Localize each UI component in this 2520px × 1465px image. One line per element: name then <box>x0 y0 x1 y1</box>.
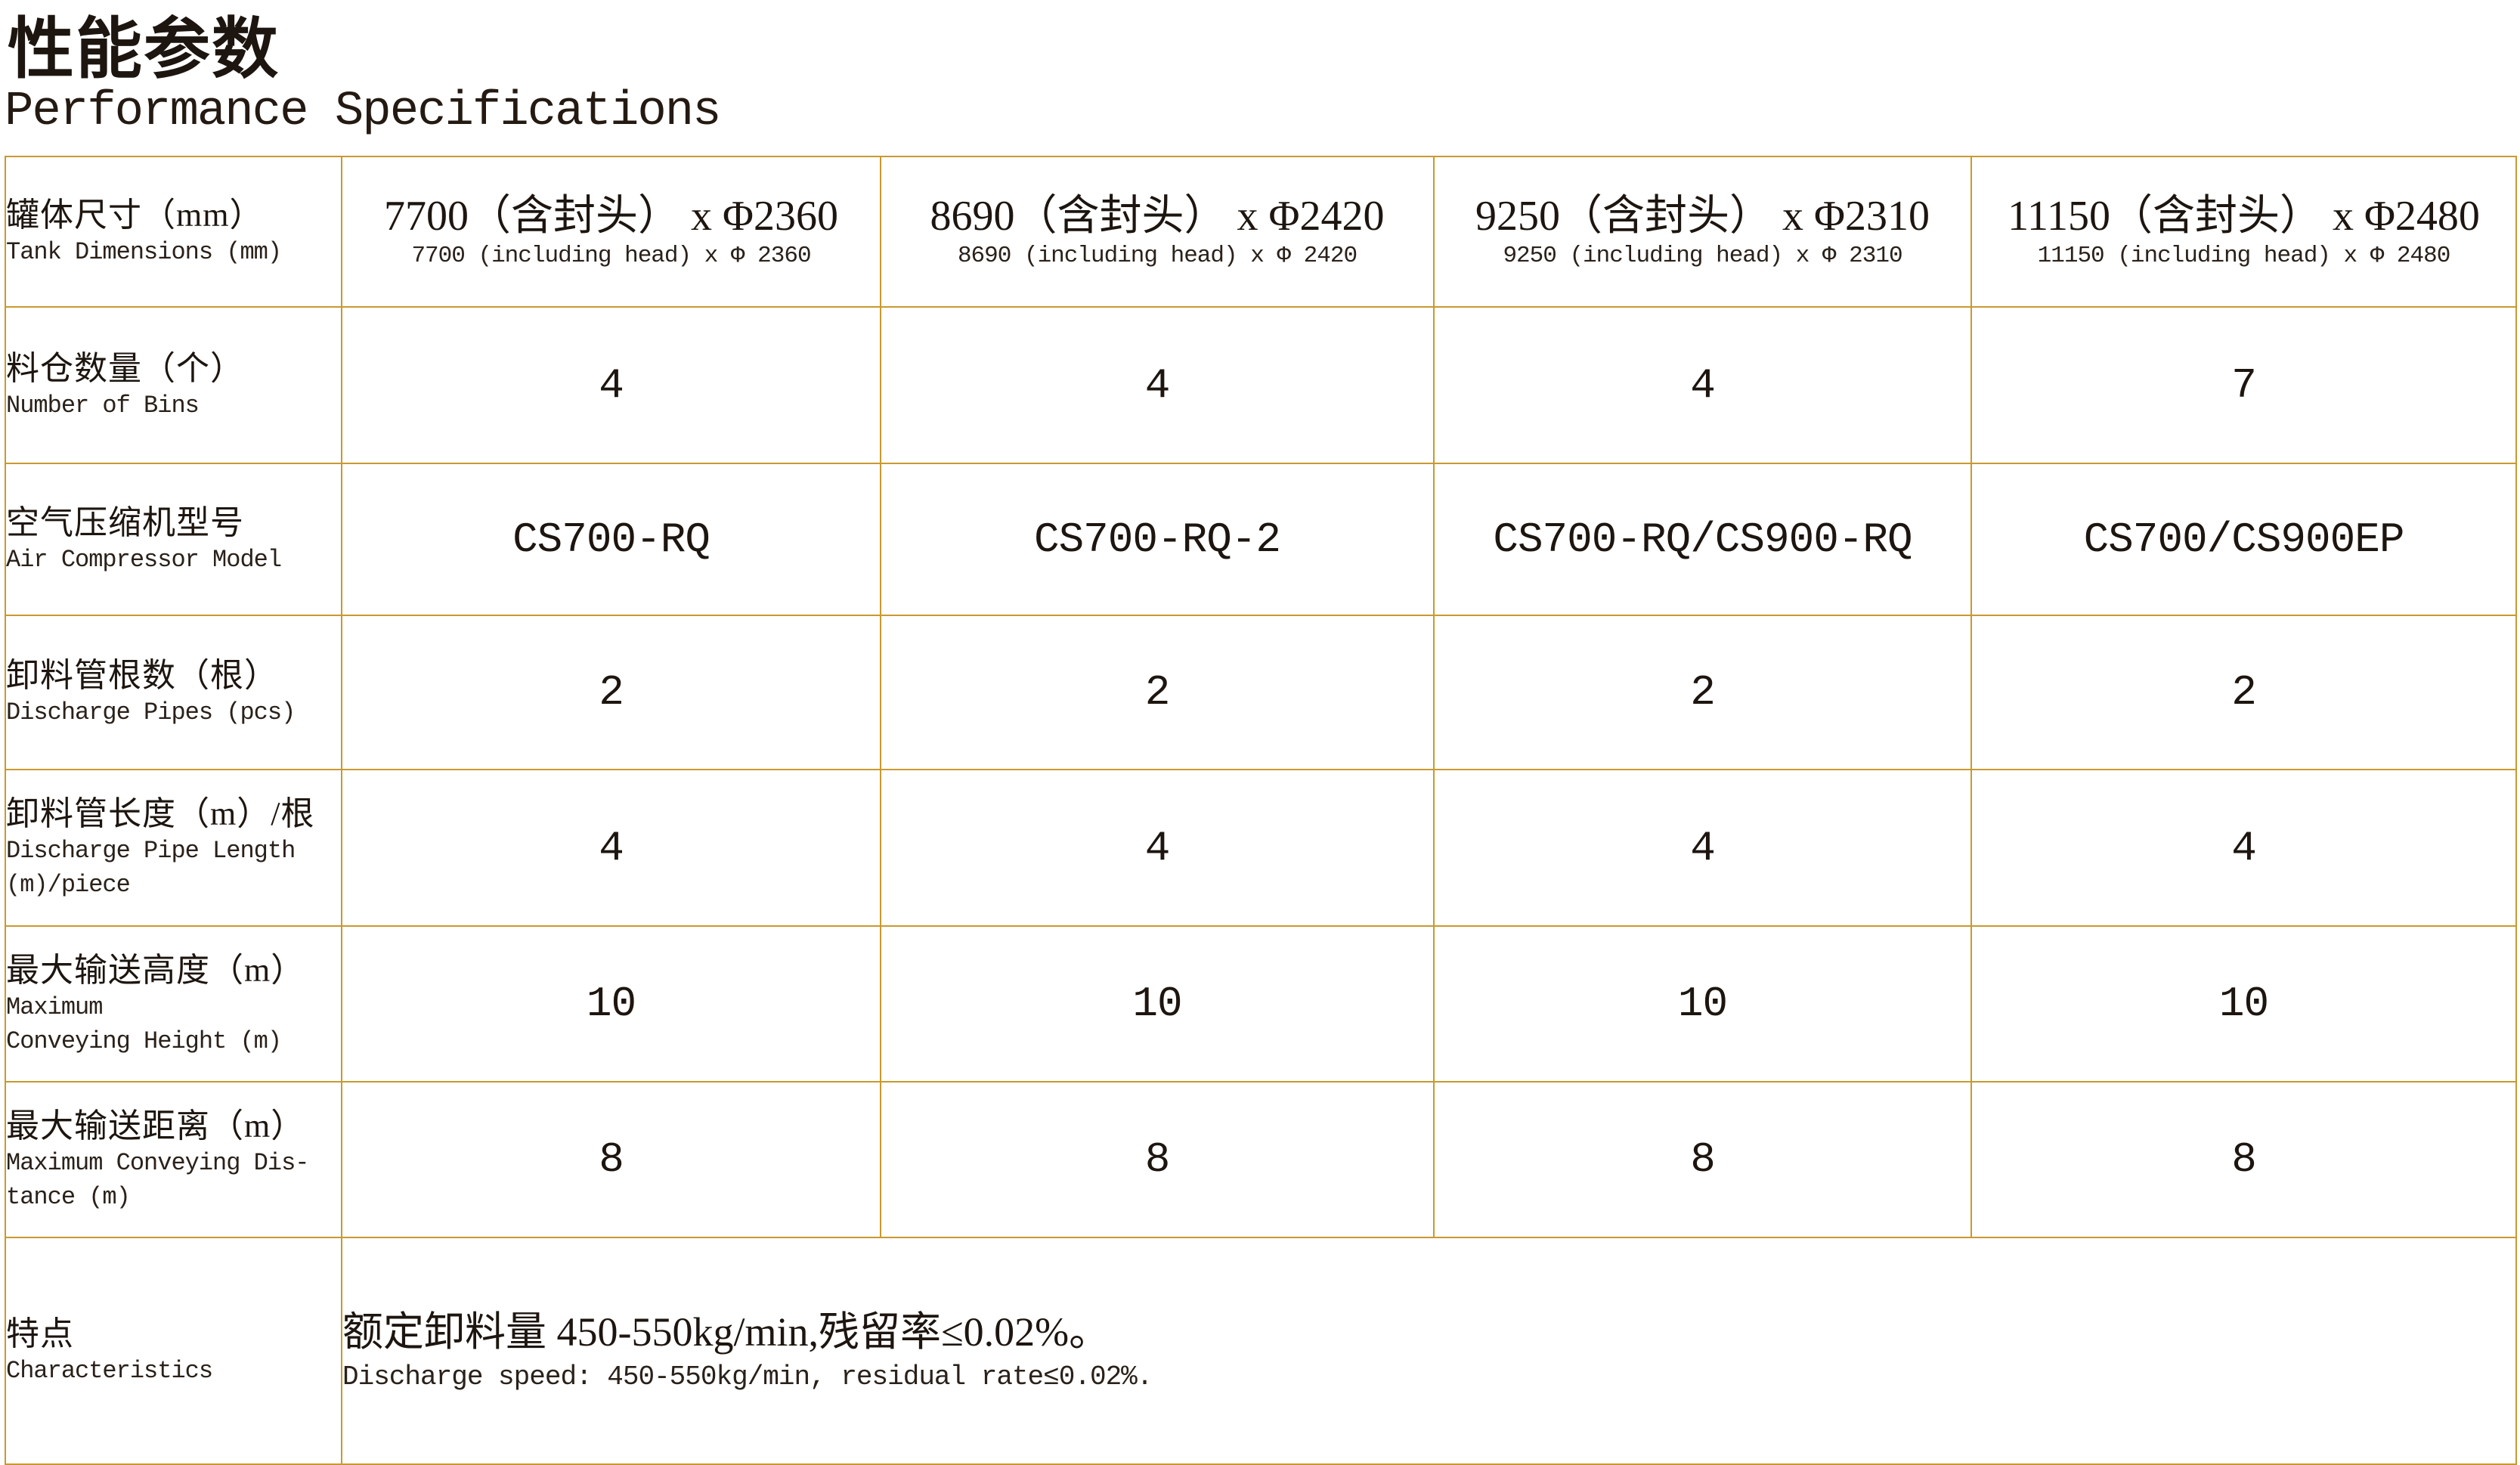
row-label-air-compressor-model: 空气压缩机型号 Air Compressor Model <box>5 463 342 616</box>
spec-value: 4 <box>1433 769 1972 927</box>
row-label-discharge-pipe-length: 卸料管长度（m）/根 Discharge Pipe Length (m)/pie… <box>5 769 342 927</box>
column-header-model-1: 7700（含封头） x Φ2360 7700 (including head) … <box>341 156 881 308</box>
row-label-cn: 卸料管根数（根） <box>6 657 278 695</box>
row-label-en: Maximum Conveying Dis- tance (m) <box>6 1148 309 1211</box>
row-label-cn: 料仓数量（个） <box>6 349 244 387</box>
tank-dimension-cn: 11150（含封头） x Φ2480 <box>2008 193 2480 240</box>
row-label-en: Number of Bins <box>6 391 200 420</box>
table-row-number-of-bins: 料仓数量（个） Number of Bins 4 4 4 7 <box>5 306 2517 464</box>
tank-dimension-en: 11150 (including head) x Φ 2480 <box>2037 242 2451 269</box>
spec-value: 4 <box>1970 769 2517 927</box>
spec-value: 8 <box>880 1081 1435 1238</box>
tank-dimension-cn: 7700（含封头） x Φ2360 <box>384 193 838 240</box>
row-label-discharge-pipes: 卸料管根数（根） Discharge Pipes (pcs) <box>5 615 342 770</box>
characteristics-text-en: Discharge speed: 450-550kg/min, residual… <box>342 1361 1153 1392</box>
row-label-cn: 特点 <box>6 1315 74 1353</box>
column-header-model-4: 11150（含封头） x Φ2480 11150 (including head… <box>1970 156 2517 308</box>
row-label-cn: 卸料管长度（m）/根 <box>6 795 315 833</box>
page-title-en: Performance Specifications <box>5 85 722 139</box>
row-label-number-of-bins: 料仓数量（个） Number of Bins <box>5 306 342 464</box>
spec-value: 2 <box>880 615 1435 770</box>
spec-value: 4 <box>1433 306 1972 464</box>
row-label-cn: 最大输送高度（m） <box>6 951 305 989</box>
row-label-cn: 罐体尺寸（mm） <box>6 196 264 234</box>
table-row-air-compressor-model: 空气压缩机型号 Air Compressor Model CS700-RQ CS… <box>5 463 2517 616</box>
table-row-tank-dimensions: 罐体尺寸（mm） Tank Dimensions (mm) 7700（含封头） … <box>5 156 2517 308</box>
spec-value: 4 <box>880 306 1435 464</box>
spec-value: CS700/CS900EP <box>1970 463 2517 616</box>
page-title-cn: 性能参数 <box>8 14 280 87</box>
table-row-discharge-pipes: 卸料管根数（根） Discharge Pipes (pcs) 2 2 2 2 <box>5 615 2517 770</box>
characteristics-cell: 额定卸料量 450-550kg/min,残留率≤0.02%。 Discharge… <box>341 1237 2517 1465</box>
spec-value: 10 <box>1433 925 1972 1082</box>
row-label-characteristics: 特点 Characteristics <box>5 1237 342 1465</box>
table-row-max-conveying-height: 最大输送高度（m） Maximum Conveying Height (m) 1… <box>5 925 2517 1082</box>
tank-dimension-cn: 8690（含封头） x Φ2420 <box>930 193 1385 240</box>
spec-value: CS700-RQ/CS900-RQ <box>1433 463 1972 616</box>
column-header-model-3: 9250（含封头） x Φ2310 9250 (including head) … <box>1433 156 1972 308</box>
row-label-en: Characteristics <box>6 1357 213 1386</box>
spec-value: 10 <box>1970 925 2517 1082</box>
spec-value: 4 <box>880 769 1435 927</box>
spec-value: 2 <box>1970 615 2517 770</box>
table-row-characteristics: 特点 Characteristics 额定卸料量 450-550kg/min,残… <box>5 1237 2517 1465</box>
spec-value: CS700-RQ <box>341 463 881 616</box>
spec-value: 2 <box>341 615 881 770</box>
tank-dimension-cn: 9250（含封头） x Φ2310 <box>1475 193 1930 240</box>
spec-value: CS700-RQ-2 <box>880 463 1435 616</box>
tank-dimension-en: 7700 (including head) x Φ 2360 <box>411 242 811 269</box>
spec-value: 2 <box>1433 615 1972 770</box>
row-label-cn: 空气压缩机型号 <box>6 503 244 541</box>
performance-spec-table: 罐体尺寸（mm） Tank Dimensions (mm) 7700（含封头） … <box>5 156 2517 1465</box>
row-label-max-conveying-distance: 最大输送距离（m） Maximum Conveying Dis- tance (… <box>5 1081 342 1238</box>
characteristics-text-cn: 额定卸料量 450-550kg/min,残留率≤0.02%。 <box>342 1309 1110 1355</box>
column-header-model-2: 8690（含封头） x Φ2420 8690 (including head) … <box>880 156 1435 308</box>
spec-value: 10 <box>880 925 1435 1082</box>
spec-value: 7 <box>1970 306 2517 464</box>
table-row-discharge-pipe-length: 卸料管长度（m）/根 Discharge Pipe Length (m)/pie… <box>5 769 2517 927</box>
row-label-cn: 最大输送距离（m） <box>6 1107 305 1144</box>
spec-value: 8 <box>1970 1081 2517 1238</box>
row-label-en: Air Compressor Model <box>6 545 282 574</box>
spec-value: 4 <box>341 769 881 927</box>
spec-value: 4 <box>341 306 881 464</box>
tank-dimension-en: 8690 (including head) x Φ 2420 <box>957 242 1358 269</box>
spec-value: 8 <box>1433 1081 1972 1238</box>
tank-dimension-en: 9250 (including head) x Φ 2310 <box>1503 242 1902 269</box>
row-label-en: Maximum Conveying Height (m) <box>6 993 282 1055</box>
spec-value: 8 <box>341 1081 881 1238</box>
row-label-en: Tank Dimensions (mm) <box>6 237 282 266</box>
row-label-max-conveying-height: 最大输送高度（m） Maximum Conveying Height (m) <box>5 925 342 1082</box>
row-label-en: Discharge Pipe Length (m)/piece <box>6 837 296 899</box>
table-row-max-conveying-distance: 最大输送距离（m） Maximum Conveying Dis- tance (… <box>5 1081 2517 1238</box>
spec-value: 10 <box>341 925 881 1082</box>
row-label-en: Discharge Pipes (pcs) <box>6 698 296 727</box>
row-label-tank-dimensions: 罐体尺寸（mm） Tank Dimensions (mm) <box>5 156 342 308</box>
